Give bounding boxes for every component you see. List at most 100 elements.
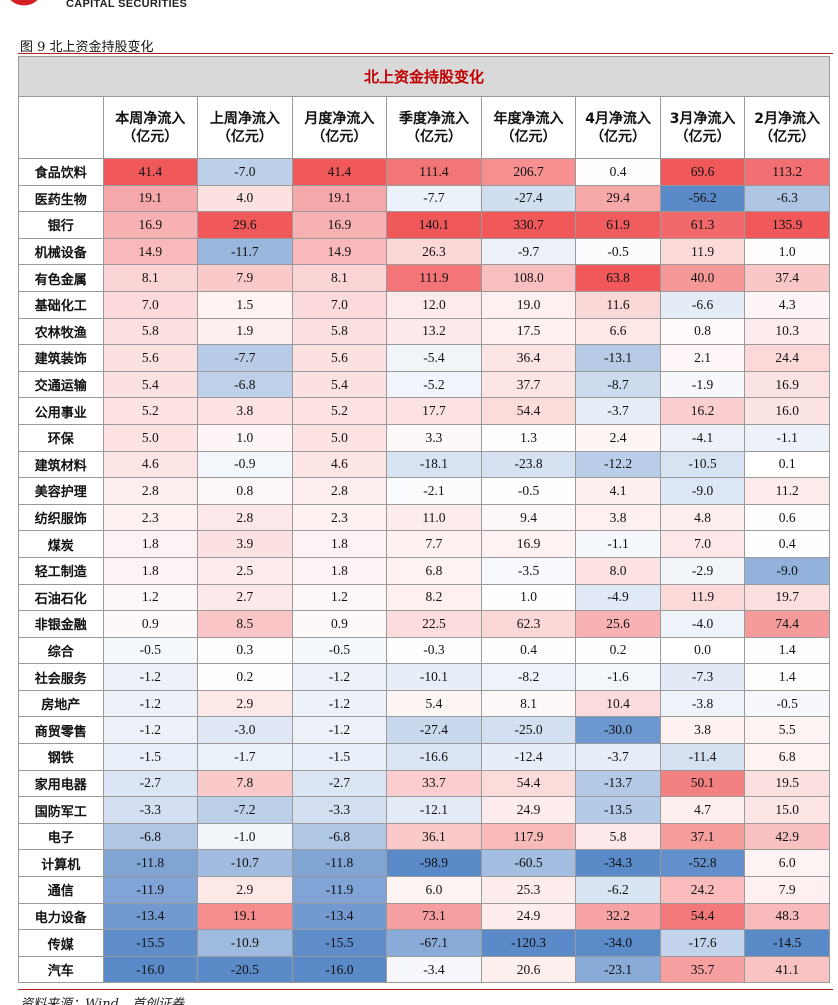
table-row: 国防军工 -3.3 -7.2 -3.3 -12.1 24.9 -13.5 4.7 15.0 bbox=[18, 796, 830, 824]
flow-value-cell: 61.9 bbox=[575, 211, 661, 239]
flow-value-cell: -13.4 bbox=[102, 902, 199, 931]
flow-value-cell: -6.8 bbox=[197, 370, 293, 399]
flow-value-cell: -20.5 bbox=[197, 955, 293, 984]
top-divider bbox=[18, 53, 833, 54]
industry-name: 家用电器 bbox=[18, 769, 104, 798]
industry-name: 煤炭 bbox=[18, 530, 104, 558]
flow-value-cell: -15.5 bbox=[102, 929, 199, 957]
flow-value-cell: -120.3 bbox=[480, 929, 577, 957]
flow-value-cell: 24.9 bbox=[480, 902, 577, 931]
flow-value-cell: 19.1 bbox=[197, 902, 293, 931]
flow-value-cell: -6.3 bbox=[744, 184, 830, 213]
table-row: 钢铁 -1.5 -1.7 -1.5 -16.6 -12.4 -3.7 -11.4 6.8 bbox=[18, 743, 830, 771]
flow-value-cell: 15.0 bbox=[744, 796, 830, 824]
flow-value-cell: 13.2 bbox=[386, 317, 482, 346]
flow-value-cell: -98.9 bbox=[386, 849, 482, 878]
flow-value-cell: 25.3 bbox=[480, 876, 577, 904]
table-row: 煤炭 1.8 3.9 1.8 7.7 16.9 -1.1 7.0 0.4 bbox=[18, 530, 830, 558]
table-row: 建筑材料 4.6 -0.9 4.6 -18.1 -23.8 -12.2 -10.5 0.1 bbox=[18, 450, 830, 479]
industry-name: 轻工制造 bbox=[18, 556, 104, 585]
table-row: 社会服务 -1.2 0.2 -1.2 -10.1 -8.2 -1.6 -7.3 1.4 bbox=[18, 663, 830, 691]
flow-value-cell: 0.9 bbox=[102, 610, 199, 638]
table-row: 电力设备 -13.4 19.1 -13.4 73.1 24.9 32.2 54.4 48.3 bbox=[18, 902, 830, 931]
flow-value-cell: 3.8 bbox=[575, 503, 661, 532]
flow-value-cell: 14.9 bbox=[291, 237, 388, 266]
flow-value-cell: 7.9 bbox=[197, 264, 293, 292]
column-header: 4月净流入 （亿元） bbox=[575, 96, 661, 159]
industry-name: 纺织服饰 bbox=[18, 503, 104, 532]
flow-value-cell: 48.3 bbox=[744, 902, 830, 931]
flow-value-cell: 73.1 bbox=[386, 902, 482, 931]
flow-value-cell: 37.1 bbox=[659, 822, 746, 851]
flow-value-cell: -1.2 bbox=[291, 716, 388, 745]
industry-name: 社会服务 bbox=[18, 663, 104, 691]
table-row: 机械设备 14.9 -11.7 14.9 26.3 -9.7 -0.5 11.9 1.0 bbox=[18, 237, 830, 266]
header-blank bbox=[18, 96, 104, 159]
flow-value-cell: -16.6 bbox=[386, 743, 482, 771]
flow-value-cell: 140.1 bbox=[386, 211, 482, 239]
flow-value-cell: 54.4 bbox=[480, 397, 577, 425]
flow-value-cell: 1.8 bbox=[291, 556, 388, 585]
flow-value-cell: 7.7 bbox=[386, 530, 482, 558]
flow-value-cell: 7.0 bbox=[102, 290, 199, 319]
flow-value-cell: 3.8 bbox=[659, 716, 746, 745]
flow-value-cell: 0.4 bbox=[744, 530, 830, 558]
flow-value-cell: -11.8 bbox=[291, 849, 388, 878]
flow-value-cell: 8.2 bbox=[386, 583, 482, 612]
flow-value-cell: -10.7 bbox=[197, 849, 293, 878]
flow-value-cell: 1.3 bbox=[480, 423, 577, 452]
flow-value-cell: 16.9 bbox=[744, 370, 830, 399]
flow-value-cell: -7.7 bbox=[197, 344, 293, 372]
flow-value-cell: -1.5 bbox=[102, 743, 199, 771]
flow-value-cell: -12.1 bbox=[386, 796, 482, 824]
industry-name: 美容护理 bbox=[18, 477, 104, 505]
flow-value-cell: 6.0 bbox=[386, 876, 482, 904]
flow-value-cell: 16.0 bbox=[744, 397, 830, 425]
flow-value-cell: 5.6 bbox=[291, 344, 388, 372]
flow-value-cell: 24.9 bbox=[480, 796, 577, 824]
industry-name: 建筑装饰 bbox=[18, 344, 104, 372]
flow-value-cell: 2.9 bbox=[197, 876, 293, 904]
flow-value-cell: 1.0 bbox=[197, 423, 293, 452]
table-row: 纺织服饰 2.3 2.8 2.3 11.0 9.4 3.8 4.8 0.6 bbox=[18, 503, 830, 532]
table-row: 家用电器 -2.7 7.8 -2.7 33.7 54.4 -13.7 50.1 19.5 bbox=[18, 769, 830, 798]
flow-value-cell: 1.8 bbox=[291, 530, 388, 558]
company-logo-icon bbox=[10, 0, 38, 6]
flow-value-cell: 29.4 bbox=[575, 184, 661, 213]
flow-value-cell: 5.5 bbox=[744, 716, 830, 745]
flow-value-cell: 11.2 bbox=[744, 477, 830, 505]
flow-value-cell: 108.0 bbox=[480, 264, 577, 292]
flow-value-cell: 41.1 bbox=[744, 955, 830, 984]
flow-value-cell: 1.8 bbox=[102, 530, 199, 558]
flow-value-cell: 8.5 bbox=[197, 610, 293, 638]
industry-name: 汽车 bbox=[18, 955, 104, 984]
flow-value-cell: -3.5 bbox=[480, 556, 577, 585]
flow-value-cell: -13.7 bbox=[575, 769, 661, 798]
flow-value-cell: -1.9 bbox=[659, 370, 746, 399]
flow-value-cell: 42.9 bbox=[744, 822, 830, 851]
flow-value-cell: -12.2 bbox=[575, 450, 661, 479]
flow-value-cell: -5.2 bbox=[386, 370, 482, 399]
flow-value-cell: 54.4 bbox=[659, 902, 746, 931]
flow-value-cell: -7.3 bbox=[659, 663, 746, 691]
flow-value-cell: -16.0 bbox=[291, 955, 388, 984]
flow-value-cell: 6.6 bbox=[575, 317, 661, 346]
industry-name: 环保 bbox=[18, 423, 104, 452]
flow-value-cell: 26.3 bbox=[386, 237, 482, 266]
flow-value-cell: 5.0 bbox=[291, 423, 388, 452]
flow-value-cell: -13.4 bbox=[291, 902, 388, 931]
table-row: 银行 16.9 29.6 16.9 140.1 330.7 61.9 61.3 135.9 bbox=[18, 211, 830, 239]
flow-value-cell: 117.9 bbox=[480, 822, 577, 851]
flow-value-cell: -14.5 bbox=[744, 929, 830, 957]
industry-name: 食品饮料 bbox=[18, 158, 104, 186]
flow-value-cell: -13.5 bbox=[575, 796, 661, 824]
flow-value-cell: 2.1 bbox=[659, 344, 746, 372]
table-title: 北上资金持股变化 bbox=[18, 56, 830, 97]
flow-value-cell: 206.7 bbox=[480, 158, 577, 186]
flow-value-cell: 0.2 bbox=[197, 663, 293, 691]
flow-value-cell: 2.7 bbox=[197, 583, 293, 612]
flow-value-cell: 22.5 bbox=[386, 610, 482, 638]
industry-name: 房地产 bbox=[18, 689, 104, 718]
industry-name: 传媒 bbox=[18, 929, 104, 957]
flow-value-cell: -7.0 bbox=[197, 158, 293, 186]
